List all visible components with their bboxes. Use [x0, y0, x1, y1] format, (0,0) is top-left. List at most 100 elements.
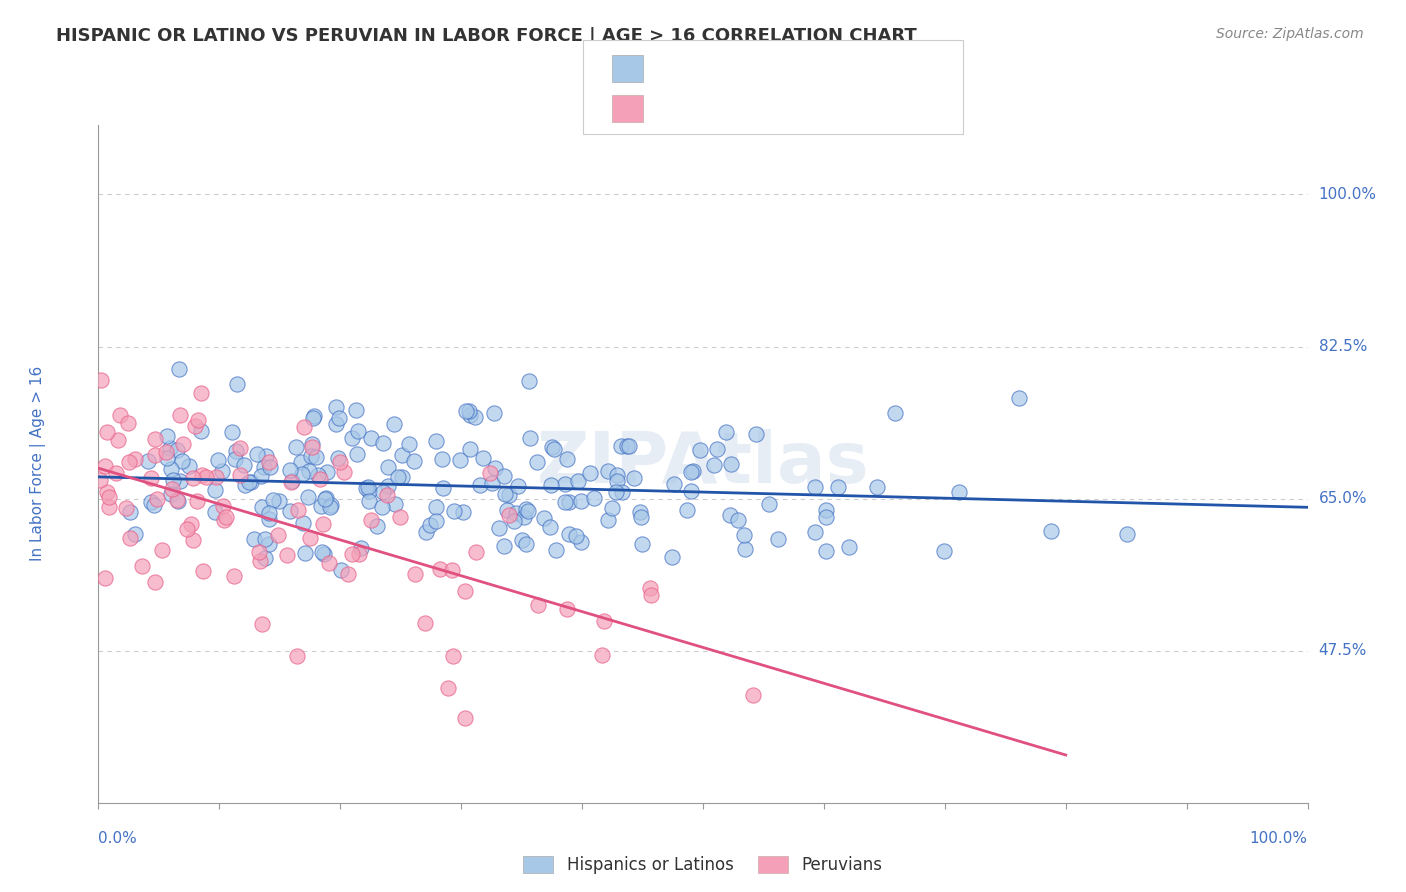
Point — [143, 498, 166, 512]
Point — [866, 480, 889, 494]
Point — [187, 413, 209, 427]
Point — [311, 545, 333, 559]
Point — [689, 442, 711, 457]
Point — [325, 401, 347, 415]
Point — [454, 711, 477, 725]
Point — [162, 473, 184, 487]
Point — [98, 490, 121, 504]
Point — [373, 484, 395, 499]
Point — [225, 377, 247, 392]
Point — [569, 535, 592, 549]
Text: R =: R = — [654, 60, 690, 78]
Point — [155, 444, 177, 458]
Point — [156, 451, 179, 466]
Point — [360, 512, 382, 526]
Point — [458, 442, 481, 456]
Text: 100.0%: 100.0% — [1319, 187, 1376, 202]
Point — [443, 504, 465, 518]
Point — [482, 406, 505, 420]
Point — [190, 424, 212, 438]
Point — [662, 477, 685, 491]
Point — [278, 504, 301, 518]
Point — [515, 537, 537, 551]
Point — [526, 598, 548, 612]
Text: N =: N = — [749, 100, 786, 118]
Point — [186, 493, 208, 508]
Point — [160, 482, 183, 496]
Point — [457, 404, 479, 418]
Point — [591, 648, 613, 662]
Point — [257, 512, 280, 526]
Point — [554, 494, 576, 508]
Point — [115, 500, 138, 515]
Text: R =: R = — [654, 100, 690, 118]
Point — [318, 556, 340, 570]
Point — [250, 500, 273, 514]
Point — [169, 475, 191, 489]
Point — [714, 425, 737, 440]
Point — [377, 478, 399, 492]
Point — [827, 480, 849, 494]
Point — [382, 417, 405, 431]
Point — [838, 540, 860, 554]
Point — [727, 512, 749, 526]
Point — [1116, 527, 1139, 541]
Point — [315, 465, 337, 479]
Point — [391, 448, 413, 462]
Point — [703, 458, 725, 472]
Point — [498, 508, 520, 522]
Point — [301, 440, 323, 454]
Point — [98, 500, 121, 515]
Point — [571, 493, 593, 508]
Point — [638, 581, 661, 595]
Point — [215, 509, 238, 524]
Point — [233, 477, 256, 491]
Point — [301, 436, 323, 450]
Point — [766, 532, 789, 546]
Point — [309, 472, 332, 486]
Point — [224, 451, 246, 466]
Point — [720, 458, 742, 472]
Point — [596, 464, 619, 478]
Point — [141, 471, 163, 485]
Point — [224, 569, 246, 583]
Point — [118, 454, 141, 468]
Point — [478, 466, 501, 480]
Point — [181, 470, 204, 484]
Point — [329, 455, 352, 469]
Point — [533, 511, 555, 525]
Point — [291, 467, 314, 481]
Point — [250, 468, 273, 483]
Point — [541, 440, 564, 454]
Point — [419, 517, 441, 532]
Point — [441, 648, 464, 663]
Point — [253, 460, 276, 475]
Point — [517, 374, 540, 388]
Point — [628, 505, 651, 519]
Point — [166, 442, 188, 457]
Point — [402, 454, 425, 468]
Point — [108, 409, 131, 423]
Point — [357, 480, 380, 494]
Point — [375, 488, 398, 502]
Point — [131, 559, 153, 574]
Point — [745, 427, 768, 442]
Point — [309, 499, 332, 513]
Text: 100.0%: 100.0% — [1250, 830, 1308, 846]
Point — [96, 425, 118, 439]
Point — [239, 475, 262, 490]
Point — [291, 516, 314, 530]
Point — [180, 517, 202, 532]
Text: In Labor Force | Age > 16: In Labor Force | Age > 16 — [30, 367, 45, 561]
Point — [600, 501, 623, 516]
Point — [387, 470, 409, 484]
Point — [325, 417, 347, 431]
Point — [302, 410, 325, 425]
Point — [492, 539, 515, 553]
Text: 65.0%: 65.0% — [1319, 491, 1367, 506]
Point — [630, 537, 652, 551]
Point — [682, 464, 704, 478]
Point — [582, 491, 605, 506]
Point — [540, 478, 562, 492]
Point — [349, 541, 371, 556]
